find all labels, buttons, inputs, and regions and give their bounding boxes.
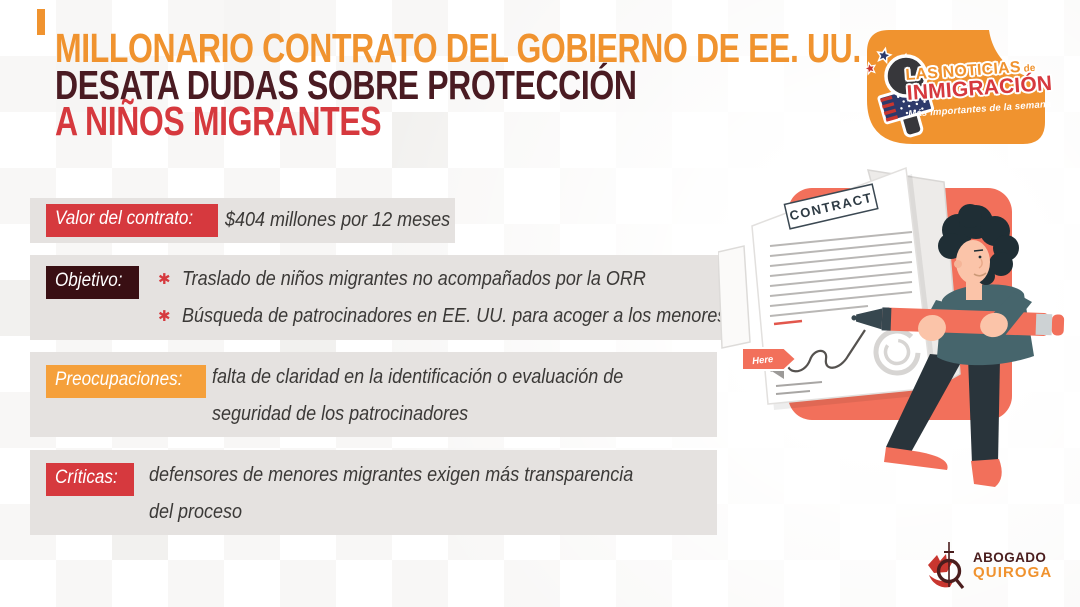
row-label-text: Valor del contrato: [55, 208, 194, 229]
footer-lines [775, 381, 823, 395]
bullet-line: ✱ Búsqueda de patrocinadores en EE. UU. p… [158, 305, 786, 328]
row-value: $404 millones por 12 meses [225, 209, 475, 232]
person-eyebrow [973, 249, 984, 252]
person [851, 204, 1065, 487]
headline-line-1: MILLONARIO CONTRATO DEL GOBIERNO DE EE. … [55, 25, 861, 71]
news-badge: LAS NOTICIAS de INMIGRACIÓN Más important… [843, 28, 1053, 147]
logo-line-1: ABOGADO [973, 550, 1047, 565]
row-text: seguridad de los patrocinadores [212, 403, 469, 425]
person-face [956, 240, 990, 284]
pen-band [1035, 313, 1053, 336]
person-ear [954, 260, 962, 268]
logo-line-2: QUIROGA [973, 564, 1053, 581]
row-text-line: defensores de menores migrantes exigen m… [149, 464, 687, 487]
tag-arrow [741, 347, 798, 371]
here-label: Here [752, 354, 775, 367]
tag-fold [770, 370, 784, 379]
row-label: Preocupaciones: [46, 365, 206, 398]
row-concerns: Preocupaciones: falta de claridad en la … [30, 352, 717, 437]
flag-stripe [880, 95, 893, 103]
person-shoe [971, 459, 1002, 487]
star-icon [876, 46, 893, 65]
person-eye [978, 255, 982, 259]
person-hand [980, 312, 1008, 338]
mic-head [884, 54, 928, 98]
person-head [938, 204, 1019, 285]
headline-line-3: A NIÑOS MIGRANTES [55, 98, 382, 144]
badge-shape [862, 30, 1045, 144]
row-label-text: Preocupaciones: [55, 369, 183, 390]
row-label: Objetivo: [46, 266, 139, 299]
stamp-icon [873, 328, 921, 376]
background-sheet [718, 245, 751, 349]
person-leg [968, 357, 1000, 464]
row-text: defensores de menores migrantes exigen m… [149, 464, 634, 486]
badge-text: LAS NOTICIAS de INMIGRACIÓN Más important… [905, 57, 1054, 120]
person-nose [978, 258, 983, 269]
star-icon [862, 61, 877, 76]
q-monogram [936, 558, 962, 584]
person-neck [966, 282, 982, 300]
abogado-quiroga-logo-icon [928, 542, 965, 589]
pen-tip [851, 315, 857, 321]
person-smile [973, 272, 987, 277]
row-label: Críticas: [46, 463, 134, 496]
row-text-line: seguridad de los patrocinadores [212, 403, 497, 426]
bullet-line: ✱ Traslado de niños migrantes no acompaña… [158, 268, 697, 291]
row-label-text: Críticas: [55, 467, 118, 488]
row-critiques: Críticas: defensores de menores migrante… [30, 450, 717, 535]
flag-stripe [881, 102, 895, 109]
bullet-line-text: Traslado de niños migrantes no acompañad… [181, 268, 646, 290]
row-text: falta de claridad en la identificación o… [212, 366, 624, 388]
person-leg [886, 354, 964, 454]
row-value-text: $404 millones por 12 meses [224, 209, 450, 231]
pen-cap [1051, 314, 1065, 336]
headline-line-2: DESATA DUDAS SOBRE PROTECCIÓN [55, 61, 637, 108]
bullet-line-text: Búsqueda de patrocinadores en EE. UU. pa… [181, 305, 726, 327]
row-contract-value: Valor del contrato: $404 millones por 12… [30, 198, 455, 243]
person-hand [918, 314, 946, 342]
row-text-line: del proceso [149, 501, 252, 524]
q-tail [953, 577, 965, 589]
microphone-icon [877, 54, 935, 138]
pen-nib [855, 308, 883, 330]
flag-stripe [883, 108, 897, 116]
row-objective: Objetivo: ✱ Traslado de niños migrantes n… [30, 255, 743, 340]
pen-ring [881, 307, 892, 331]
row-label-text: Objetivo: [55, 270, 123, 291]
abogado-quiroga-logo-text: ABOGADO QUIROGA [973, 550, 1052, 580]
row-label: Valor del contrato: [46, 204, 218, 237]
person-hair [938, 204, 1019, 285]
document-lines [769, 231, 913, 317]
red-mark [773, 319, 803, 326]
row-text: del proceso [149, 501, 243, 523]
row-text-line: falta de claridad en la identificación o… [212, 366, 669, 389]
bullet-star-icon: ✱ [158, 308, 171, 325]
headline: MILLONARIO CONTRATO DEL GOBIERNO DE EE. … [55, 25, 1080, 144]
bullet-star-icon: ✱ [158, 271, 171, 288]
contract-illustration: CONTRACT Here [718, 166, 1065, 487]
here-tag: Here [741, 347, 798, 379]
flag-stripe [885, 115, 899, 122]
person-shoe [884, 447, 948, 470]
accent-bar [37, 9, 45, 35]
